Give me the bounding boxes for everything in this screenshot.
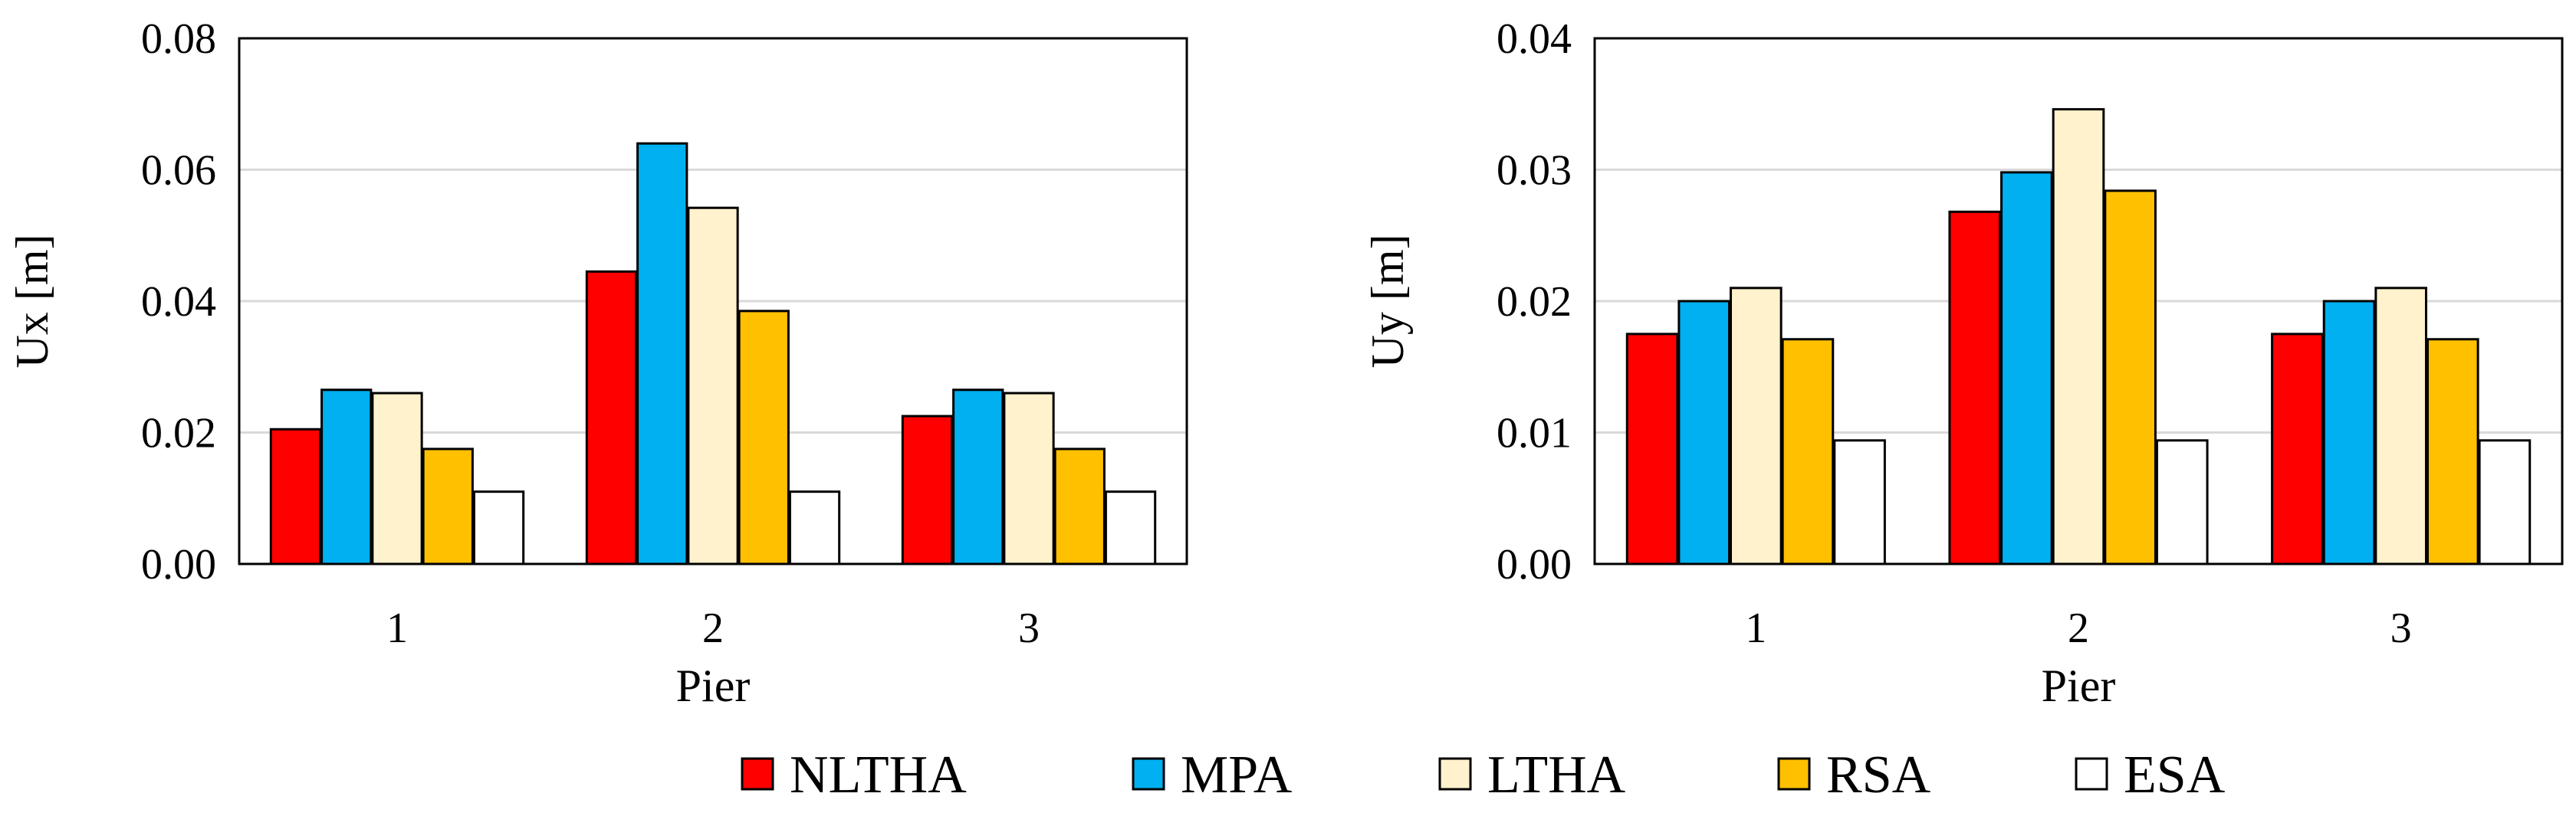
ux-bar-rsa-pier-2 xyxy=(738,310,790,565)
ux-bar-mpa-pier-1 xyxy=(320,388,373,565)
uy-y-tick-label: 0.04 xyxy=(1497,15,1572,63)
ux-bar-esa-pier-1 xyxy=(472,490,525,565)
ux-y-tick-label: 0.00 xyxy=(141,541,216,588)
uy-y-axis-title: Uy [m] xyxy=(1362,234,1413,369)
ux-bar-nltha-pier-2 xyxy=(585,270,638,565)
uy-bar-nltha-pier-2 xyxy=(1948,210,2002,565)
uy-bar-mpa-pier-1 xyxy=(1677,300,1731,565)
uy-bar-mpa-pier-3 xyxy=(2322,300,2376,565)
ux-bar-nltha-pier-3 xyxy=(901,415,954,565)
ux-plot-frame xyxy=(238,37,1188,565)
ux-chart: 0.00 0.02 0.04 0.06 0.08 1 2 3 Pier Ux [m] xyxy=(7,15,1188,711)
uy-y-tick-label: 0.01 xyxy=(1497,410,1572,457)
ux-bar-rsa-pier-1 xyxy=(422,447,474,565)
uy-bar-rsa-pier-2 xyxy=(2104,189,2157,565)
ux-bar-ltha-pier-1 xyxy=(371,392,423,565)
legend: NLTHA MPA LTHA RSA ESA xyxy=(741,746,2226,805)
uy-bar-rsa-pier-3 xyxy=(2426,338,2479,565)
ux-bar-ltha-pier-3 xyxy=(1003,392,1055,565)
legend-swatch-nltha xyxy=(741,757,774,791)
ux-y-tick-label: 0.06 xyxy=(141,147,216,195)
ux-x-tick-label: 1 xyxy=(386,605,408,652)
ux-x-tick-label: 2 xyxy=(702,605,724,652)
legend-swatch-mpa xyxy=(1132,757,1165,791)
uy-bar-nltha-pier-1 xyxy=(1625,333,1679,565)
legend-swatch-ltha xyxy=(1438,757,1472,791)
ux-y-tick-label: 0.02 xyxy=(141,410,216,457)
legend-label-ltha: LTHA xyxy=(1487,746,1626,805)
legend-swatch-rsa xyxy=(1777,757,1811,791)
uy-bar-ltha-pier-2 xyxy=(2052,108,2105,565)
legend-label-rsa: RSA xyxy=(1826,746,1931,805)
ux-bar-mpa-pier-2 xyxy=(636,142,688,565)
ux-y-tick-label: 0.04 xyxy=(141,278,216,326)
uy-x-tick-label: 2 xyxy=(2068,605,2089,652)
uy-y-tick-label: 0.02 xyxy=(1497,278,1572,326)
ux-bar-nltha-pier-1 xyxy=(269,428,322,565)
ux-y-tick-label: 0.08 xyxy=(141,15,216,63)
uy-bar-rsa-pier-1 xyxy=(1781,338,1835,565)
uy-x-tick-label: 3 xyxy=(2390,605,2412,652)
uy-x-tick-label: 1 xyxy=(1745,605,1766,652)
uy-chart: 0.00 0.01 0.02 0.03 0.04 1 2 3 Pier Uy [m] xyxy=(1362,15,2564,711)
ux-bar-ltha-pier-2 xyxy=(687,206,739,565)
legend-label-mpa: MPA xyxy=(1181,746,1293,805)
ux-bar-esa-pier-3 xyxy=(1104,490,1157,565)
legend-swatch-esa xyxy=(2075,757,2108,791)
uy-bar-ltha-pier-1 xyxy=(1730,287,1783,565)
uy-plot-frame xyxy=(1593,37,2564,565)
legend-label-esa: ESA xyxy=(2124,746,2226,805)
uy-bar-ltha-pier-3 xyxy=(2374,287,2427,565)
uy-y-tick-label: 0.00 xyxy=(1497,541,1572,588)
uy-y-tick-label: 0.03 xyxy=(1497,147,1572,195)
ux-bar-mpa-pier-3 xyxy=(952,388,1004,565)
legend-label-nltha: NLTHA xyxy=(790,746,967,805)
uy-bar-mpa-pier-2 xyxy=(2000,171,2053,565)
uy-x-axis-title: Pier xyxy=(2042,660,2116,711)
ux-bar-esa-pier-2 xyxy=(788,490,841,565)
ux-y-axis-title: Ux [m] xyxy=(7,234,58,369)
ux-x-tick-label: 3 xyxy=(1018,605,1040,652)
ux-x-axis-title: Pier xyxy=(676,660,751,711)
uy-bar-esa-pier-1 xyxy=(1833,439,1886,565)
uy-bar-esa-pier-3 xyxy=(2478,439,2532,565)
uy-bar-nltha-pier-3 xyxy=(2271,333,2324,565)
ux-bar-rsa-pier-3 xyxy=(1053,447,1106,565)
uy-bar-esa-pier-2 xyxy=(2155,439,2209,565)
